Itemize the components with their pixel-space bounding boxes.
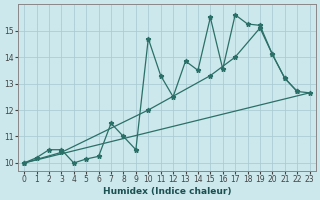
X-axis label: Humidex (Indice chaleur): Humidex (Indice chaleur) — [103, 187, 231, 196]
